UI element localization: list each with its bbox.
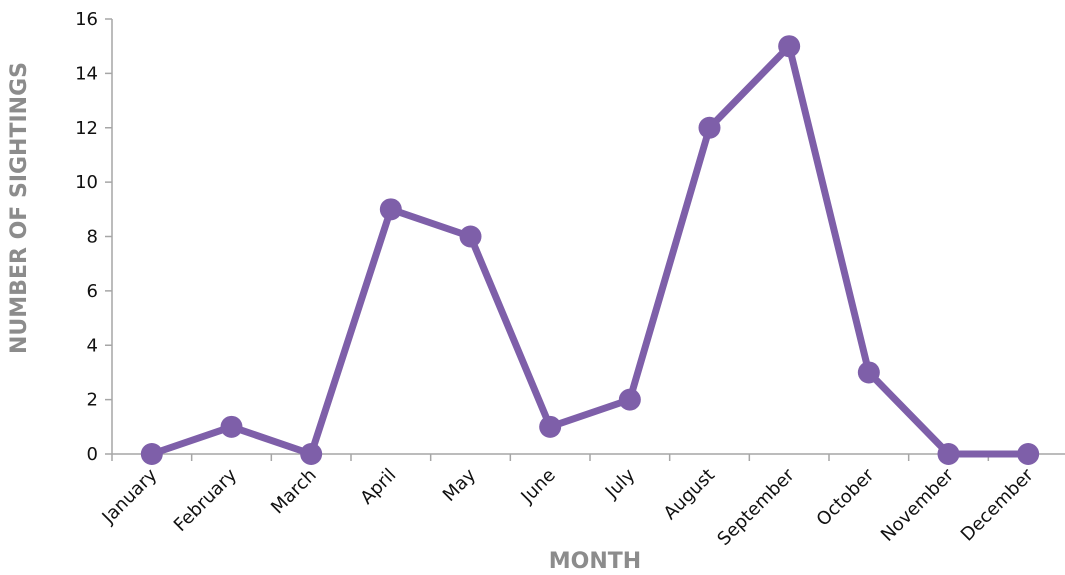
- y-axis-ticks: 0 2 4 6 8 10 12 14 16: [75, 9, 112, 465]
- x-axis-ticks: January February March April May June July Augu…: [98, 454, 1038, 550]
- data-point: [300, 443, 323, 465]
- x-tick-label: June: [516, 465, 559, 508]
- data-point: [937, 443, 960, 465]
- data-point: [220, 415, 243, 438]
- y-tick-label: 6: [87, 281, 98, 302]
- data-point: [140, 443, 163, 465]
- y-tick-label: 16: [75, 9, 98, 30]
- series: [140, 35, 1040, 465]
- y-tick-label: 0: [87, 444, 98, 465]
- y-tick-label: 8: [87, 227, 98, 248]
- y-tick-label: 12: [75, 118, 98, 139]
- x-tick-label: January: [98, 464, 162, 528]
- data-point: [459, 225, 482, 248]
- data-point: [698, 116, 721, 139]
- x-tick-label: September: [713, 464, 799, 550]
- x-tick-label: April: [356, 465, 400, 509]
- axes: [111, 19, 1065, 455]
- x-tick-label: November: [877, 464, 958, 545]
- y-tick-label: 4: [87, 335, 98, 356]
- y-tick-label: 14: [75, 63, 98, 84]
- y-axis-title: NUMBER OF SIGHTINGS: [7, 62, 32, 354]
- x-tick-label: March: [267, 465, 321, 519]
- x-tick-label: December: [957, 464, 1038, 545]
- data-point: [778, 35, 801, 58]
- data-point: [539, 415, 562, 438]
- x-tick-label: October: [813, 464, 879, 530]
- x-axis-title: MONTH: [549, 549, 641, 574]
- series-line: [148, 42, 1032, 458]
- x-tick-label: May: [439, 464, 480, 505]
- x-tick-label: July: [601, 464, 640, 503]
- y-tick-label: 2: [87, 390, 98, 411]
- x-tick-label: August: [660, 465, 719, 524]
- data-point: [1017, 443, 1040, 465]
- data-point: [857, 361, 880, 384]
- data-point: [379, 198, 402, 221]
- y-tick-label: 10: [75, 172, 98, 193]
- data-point: [618, 388, 641, 411]
- x-tick-label: February: [170, 464, 241, 535]
